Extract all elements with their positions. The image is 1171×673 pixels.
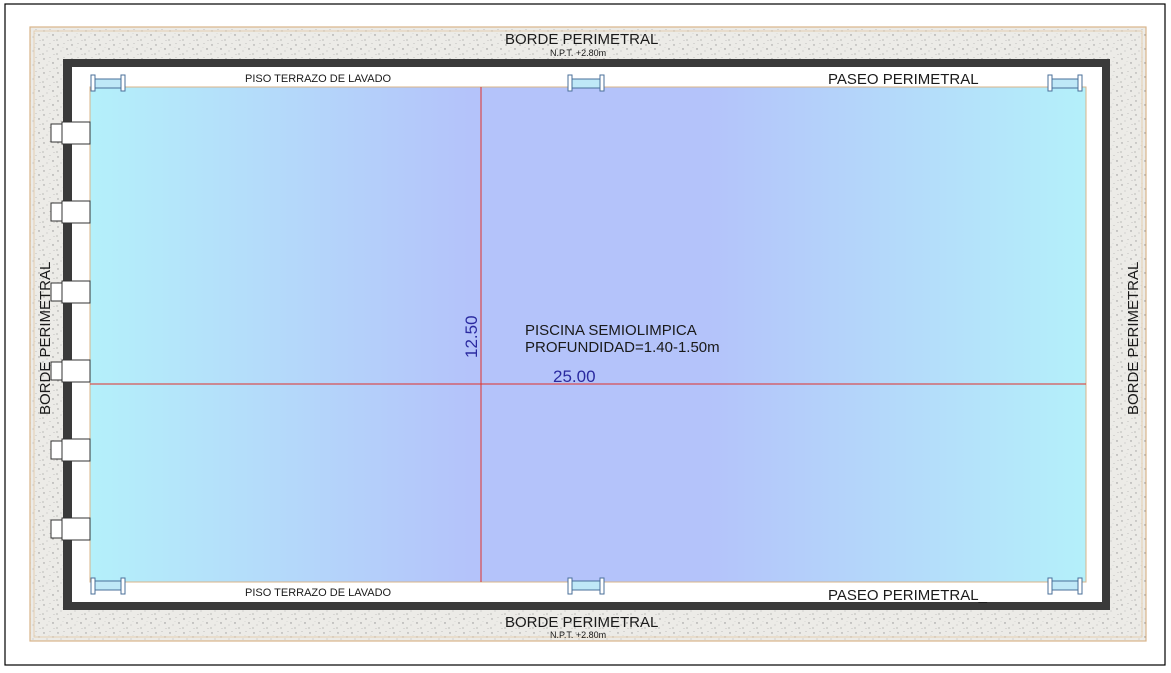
ladder-icon-bottom-center <box>567 577 605 595</box>
starting-block-2 <box>61 200 91 224</box>
ladder-icon-bottom-left <box>90 577 126 595</box>
borde-label-right: BORDE PERIMETRAL <box>1125 262 1142 415</box>
starting-blocks <box>50 121 91 541</box>
pool-name-label: PISCINA SEMIOLIMPICA <box>525 322 697 339</box>
paseo-label-bottom: PASEO PERIMETRAL_ <box>828 587 988 604</box>
ladder-icon-top-right <box>1047 74 1083 92</box>
pool-ladders <box>90 74 1083 595</box>
block-stem-6 <box>50 519 63 539</box>
ladder-icon-top-left <box>90 74 126 92</box>
borde-label-left: BORDE PERIMETRAL <box>37 262 54 415</box>
block-stem-5 <box>50 440 63 460</box>
block-stem-1 <box>50 123 63 143</box>
npt-label-bottom: N.P.T. +2.80m <box>550 630 606 640</box>
piso-label-bottom: PISO TERRAZO DE LAVADO <box>245 587 392 599</box>
width-dimension-label: 12.50 <box>462 315 481 358</box>
borde-label-bottom: BORDE PERIMETRAL <box>505 614 658 631</box>
block-stem-2 <box>50 202 63 222</box>
paseo-label-top: PASEO PERIMETRAL <box>828 71 979 88</box>
starting-block-6 <box>61 517 91 541</box>
borde-label-top: BORDE PERIMETRAL <box>505 31 658 48</box>
starting-block-5 <box>61 438 91 462</box>
npt-label-top: N.P.T. +2.80m <box>550 48 606 58</box>
pool-depth-label: PROFUNDIDAD=1.40-1.50m <box>525 339 720 356</box>
starting-block-1 <box>61 121 91 145</box>
starting-block-4 <box>61 359 91 383</box>
perimeter-border-inner-line <box>33 30 1143 638</box>
ladder-icon-top-center <box>567 74 605 92</box>
ladder-icon-bottom-right <box>1047 577 1083 595</box>
starting-block-3 <box>61 280 91 304</box>
length-dimension-label: 25.00 <box>553 367 596 386</box>
pool-water <box>89 86 1087 583</box>
piso-label-top: PISO TERRAZO DE LAVADO <box>245 73 392 85</box>
